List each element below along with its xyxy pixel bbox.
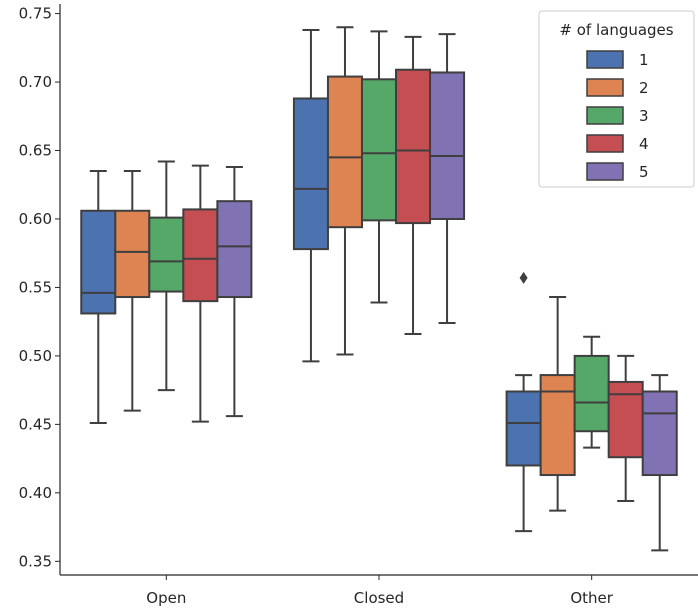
box-iqr [429,71,466,220]
x-axis: Open Closed Other [60,574,698,607]
box-iqr [182,208,219,303]
legend: # of languages 1 2 3 4 5 [538,10,695,188]
y-tick-label: 0.40 [19,484,52,502]
y-tick-label: 0.50 [19,347,52,365]
box-open-1 [80,170,117,425]
box-other-5 [641,374,678,552]
box-iqr [326,75,363,229]
legend-label: 4 [639,135,649,153]
box-iqr [573,354,610,433]
box-iqr [216,200,253,299]
x-tick-label: Other [570,589,613,607]
box-closed-3 [360,30,398,304]
legend-swatch [586,50,624,69]
y-tick-label: 0.75 [19,5,52,23]
box-open-4 [182,164,219,423]
box-closed-1 [292,29,329,363]
box-iqr [360,78,398,222]
legend-item-1: 1 [586,50,649,69]
y-tick-label: 0.55 [19,278,52,296]
box-other-3 [573,335,610,449]
y-tick-label: 0.70 [19,73,52,91]
legend-frame [538,10,695,188]
legend-label: 3 [639,107,649,125]
y-tick-label: 0.45 [19,415,52,433]
legend-swatch [586,134,624,153]
box-other-4 [607,354,644,503]
box-iqr [148,216,185,293]
y-tick-label: 0.35 [19,552,52,570]
x-tick-label: Closed [354,589,404,607]
box-iqr [641,390,678,477]
legend-swatch [586,106,624,125]
legend-swatch [586,162,624,181]
legend-item-4: 4 [586,134,649,153]
box-iqr [395,68,432,225]
y-tick-label: 0.65 [19,142,52,160]
legend-label: 5 [639,163,649,181]
box-other-2 [539,296,576,512]
y-tick-label: 0.60 [19,210,52,228]
box-iqr [80,209,117,315]
plot-area [80,26,678,552]
legend-label: 2 [639,79,649,97]
box-iqr [607,380,644,459]
legend-item-2: 2 [586,78,649,97]
outlier-point [519,271,528,284]
legend-label: 1 [639,51,649,69]
legend-item-3: 3 [586,106,649,125]
legend-title: # of languages [559,21,673,39]
box-iqr [539,374,576,477]
y-axis: 0.35 0.40 0.45 0.50 0.55 0.60 0.65 0.70 0.75 [19,4,61,575]
box-other-1 [505,271,542,533]
box-iqr [292,97,329,251]
legend-item-5: 5 [586,162,649,181]
box-open-5 [216,165,253,418]
box-closed-2 [326,26,363,356]
box-open-3 [148,160,185,392]
box-iqr [505,390,542,467]
box-closed-5 [429,33,466,325]
box-open-2 [114,170,151,412]
box-iqr [114,209,151,299]
box-closed-4 [395,35,432,336]
legend-swatch [586,78,624,97]
x-tick-label: Open [146,589,186,607]
